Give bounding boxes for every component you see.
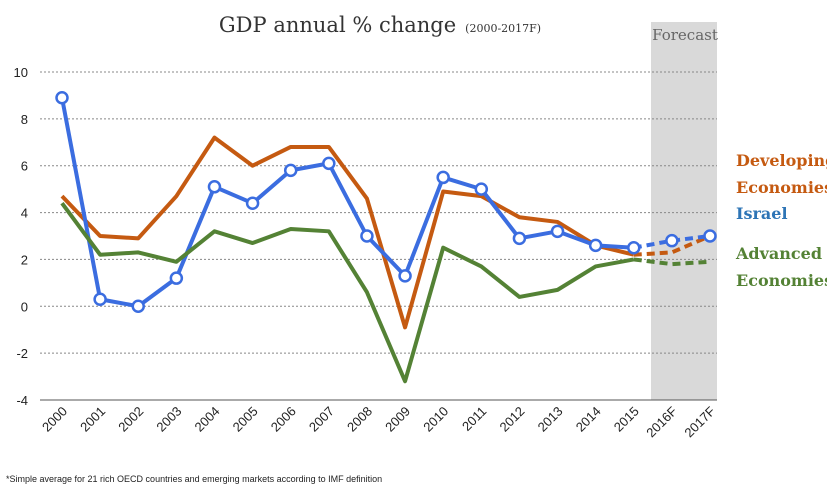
data-point — [665, 233, 679, 248]
footnote: *Simple average for 21 rich OECD countri… — [6, 474, 382, 484]
legend-label: Economies — [736, 271, 827, 290]
x-tick-label: 2000 — [39, 404, 70, 435]
x-tick-label: 2014 — [573, 404, 604, 435]
y-tick-label: 8 — [21, 112, 28, 127]
x-tick-label: 2013 — [535, 404, 566, 435]
legend-layer: Developing Economies Israel Advanced Economi… — [735, 151, 827, 290]
series-forecast-line — [633, 234, 711, 257]
x-tick-label: 2004 — [192, 404, 223, 435]
data-point — [245, 196, 260, 210]
y-tick-label: 2 — [21, 252, 28, 267]
forecast-label: Forecast — [652, 26, 718, 44]
x-tick-label: 2009 — [382, 404, 413, 435]
y-tick-label: 0 — [21, 299, 28, 314]
legend-label: Israel — [736, 204, 788, 223]
data-point — [398, 269, 412, 283]
x-tick-label: 2015 — [611, 404, 642, 435]
data-point — [55, 91, 69, 105]
chart-title: GDP annual % change (2000-2017F) — [219, 13, 541, 37]
series-layer — [55, 91, 717, 384]
series-developing-economies — [60, 135, 711, 330]
x-tick-label: 2012 — [496, 404, 527, 435]
data-point — [436, 170, 450, 185]
x-tick-label: 2006 — [268, 404, 299, 435]
x-tick-label: 2010 — [420, 404, 451, 435]
data-point — [512, 231, 527, 246]
x-tick-label: 2008 — [344, 404, 375, 435]
series-israel — [55, 91, 717, 314]
y-tick-label: 10 — [14, 65, 28, 80]
data-point — [588, 238, 603, 253]
x-tick-label: 2007 — [306, 404, 337, 435]
data-point — [93, 292, 107, 307]
x-tick-label: 2001 — [77, 404, 108, 435]
data-point — [283, 163, 298, 178]
data-point — [207, 180, 222, 194]
data-point — [550, 224, 565, 239]
x-tick-label: 2005 — [230, 404, 261, 435]
series-line — [60, 97, 634, 309]
data-point — [360, 229, 374, 243]
series-line — [60, 135, 635, 330]
x-tick-label: 2017F — [681, 403, 718, 440]
y-tick-label: 6 — [21, 159, 28, 174]
y-tick-label: -4 — [16, 393, 28, 408]
data-point — [474, 182, 489, 196]
x-tick-label: 2002 — [115, 404, 146, 435]
x-tick-label: 2011 — [459, 404, 489, 434]
legend-label: Developing — [736, 151, 827, 170]
legend-label: Economies — [736, 178, 827, 197]
x-tick-label: 2003 — [153, 404, 184, 435]
legend-label: Advanced — [735, 244, 822, 263]
data-point — [703, 229, 717, 243]
data-point — [627, 240, 641, 255]
grid-layer — [40, 71, 717, 354]
data-point — [169, 271, 184, 285]
data-point — [322, 156, 336, 171]
chart-title-sub: (2000-2017F) — [465, 22, 541, 35]
series-advanced-economies — [60, 202, 711, 384]
y-tick-label: 4 — [21, 206, 28, 221]
chart-title-main: GDP annual % change — [219, 13, 456, 37]
data-point — [131, 299, 145, 314]
forecast-region — [651, 22, 717, 400]
series-line — [60, 202, 635, 384]
x-tick-label: 2016F — [643, 403, 680, 440]
y-tick-label: -2 — [16, 346, 28, 361]
